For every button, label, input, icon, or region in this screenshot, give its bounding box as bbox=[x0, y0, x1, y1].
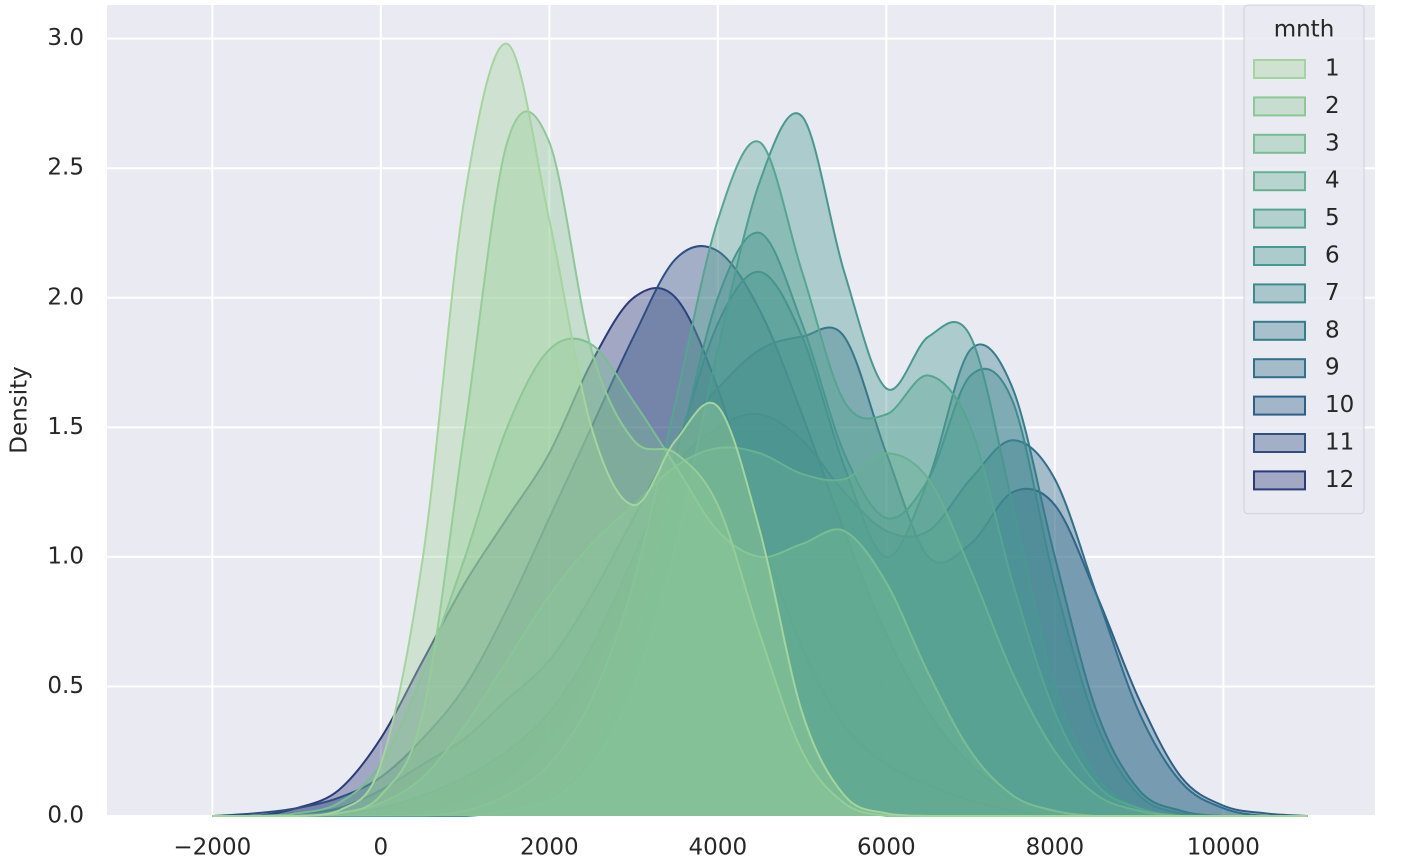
legend-swatch bbox=[1253, 283, 1306, 304]
legend-swatch bbox=[1253, 433, 1306, 453]
legend-swatch bbox=[1253, 59, 1306, 79]
x-tick-label: 0 bbox=[374, 835, 389, 861]
density-area bbox=[212, 271, 1308, 817]
legend-swatch bbox=[1253, 358, 1306, 379]
legend-label: 4 bbox=[1325, 168, 1340, 194]
density-line bbox=[212, 270, 1308, 817]
density-line bbox=[212, 326, 1308, 817]
density-line bbox=[212, 42, 1308, 817]
legend-label: 8 bbox=[1325, 317, 1340, 343]
density-area bbox=[212, 288, 1308, 816]
legend-label: 9 bbox=[1325, 355, 1340, 381]
legend-label: 2 bbox=[1325, 93, 1340, 119]
legend-swatch bbox=[1253, 395, 1306, 416]
legend-label: 11 bbox=[1325, 430, 1354, 456]
legend-label: 3 bbox=[1325, 130, 1340, 156]
plot-background bbox=[107, 5, 1375, 817]
legend-label: 1 bbox=[1325, 56, 1340, 82]
legend-title: mnth bbox=[1274, 17, 1335, 43]
y-tick-label: 2.5 bbox=[47, 155, 84, 181]
density-area bbox=[212, 43, 1308, 817]
legend-swatch bbox=[1253, 96, 1306, 117]
x-tick-label: 8000 bbox=[1026, 835, 1085, 861]
x-tick-label: 2000 bbox=[520, 835, 579, 861]
y-tick-label: 1.0 bbox=[47, 543, 84, 569]
y-axis-label: Density bbox=[7, 366, 33, 453]
legend-swatch bbox=[1253, 320, 1306, 341]
x-tick-label: 4000 bbox=[689, 835, 748, 861]
legend-swatch bbox=[1253, 470, 1306, 491]
y-tick-label: 3.0 bbox=[47, 25, 84, 51]
density-area bbox=[212, 232, 1308, 816]
density-area bbox=[212, 113, 1308, 816]
legend-label: 5 bbox=[1325, 205, 1340, 231]
density-area bbox=[212, 111, 1308, 816]
legend-label: 6 bbox=[1325, 243, 1340, 269]
x-tick-label: −2000 bbox=[173, 835, 251, 861]
y-tick-label: 2.0 bbox=[47, 284, 84, 310]
legend-label: 7 bbox=[1325, 280, 1340, 306]
density-line bbox=[212, 412, 1308, 817]
density-area bbox=[212, 338, 1308, 816]
y-tick-label: 0.5 bbox=[47, 673, 84, 699]
y-tick-label: 1.5 bbox=[47, 414, 84, 440]
legend-label: 12 bbox=[1325, 467, 1354, 493]
density-area bbox=[212, 141, 1308, 816]
legend-swatch bbox=[1253, 208, 1306, 229]
legend-label: 10 bbox=[1325, 392, 1354, 418]
density-line bbox=[212, 140, 1308, 817]
x-tick-label: 10000 bbox=[1187, 835, 1260, 861]
y-tick-label: 0.0 bbox=[47, 803, 84, 829]
density-line bbox=[212, 446, 1308, 817]
legend-swatch bbox=[1253, 171, 1306, 192]
legend-swatch bbox=[1253, 133, 1306, 154]
legend-swatch bbox=[1253, 246, 1306, 266]
x-tick-label: 6000 bbox=[857, 835, 916, 861]
density-area bbox=[212, 327, 1308, 816]
